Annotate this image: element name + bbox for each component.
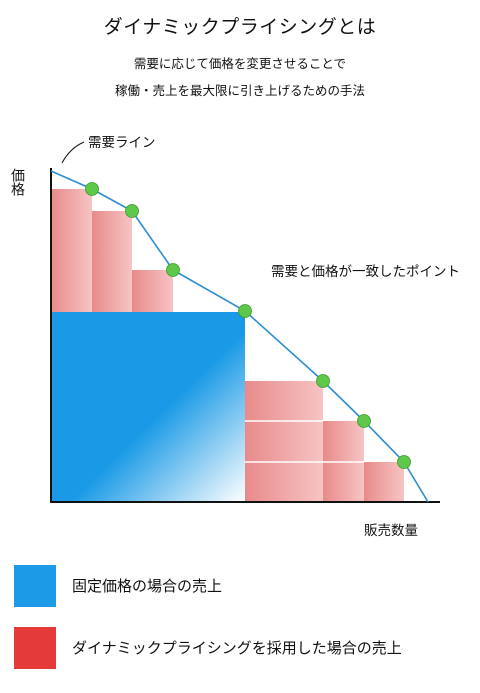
match-point [357, 414, 371, 428]
dynamic-step-1 [51, 189, 92, 312]
dynamic-step-3 [132, 270, 173, 312]
demand-label-leader [61, 141, 85, 164]
x-axis-label: 販売数量 [364, 523, 418, 539]
legend-label-fixed: 固定価格の場合の売上 [72, 577, 223, 595]
match-points [85, 182, 411, 469]
dynamic-pricing-area-upper [51, 189, 173, 312]
match-point [125, 204, 139, 218]
demand-line-label: 需要ライン [88, 135, 156, 151]
match-point [166, 263, 180, 277]
dynamic-step-2 [92, 211, 132, 312]
match-point [238, 304, 252, 318]
diagram-title: ダイナミックプライシングとは [103, 16, 377, 38]
match-point [85, 182, 99, 196]
y-axis-label: 価格 [9, 168, 25, 196]
legend-label-dynamic: ダイナミックプライシングを採用した場合の売上 [72, 639, 402, 657]
pricing-diagram: 需要ライン 需要と価格が一致したポイント 価格 販売数量 [9, 135, 460, 539]
dynamic-step-4 [245, 381, 323, 502]
fixed-price-area [51, 312, 245, 502]
match-point-label: 需要と価格が一致したポイント [271, 264, 460, 280]
dynamic-step-6 [364, 462, 404, 502]
subtitle-line-2: 稼働・売上を最大限に引き上げるための手法 [114, 83, 365, 98]
match-point [316, 374, 330, 388]
match-point [397, 455, 411, 469]
legend-swatch-dynamic [14, 627, 56, 669]
dynamic-pricing-area-lower [245, 381, 404, 502]
subtitle-line-1: 需要に応じて価格を変更させることで [133, 56, 347, 71]
legend-swatch-fixed [14, 565, 56, 607]
